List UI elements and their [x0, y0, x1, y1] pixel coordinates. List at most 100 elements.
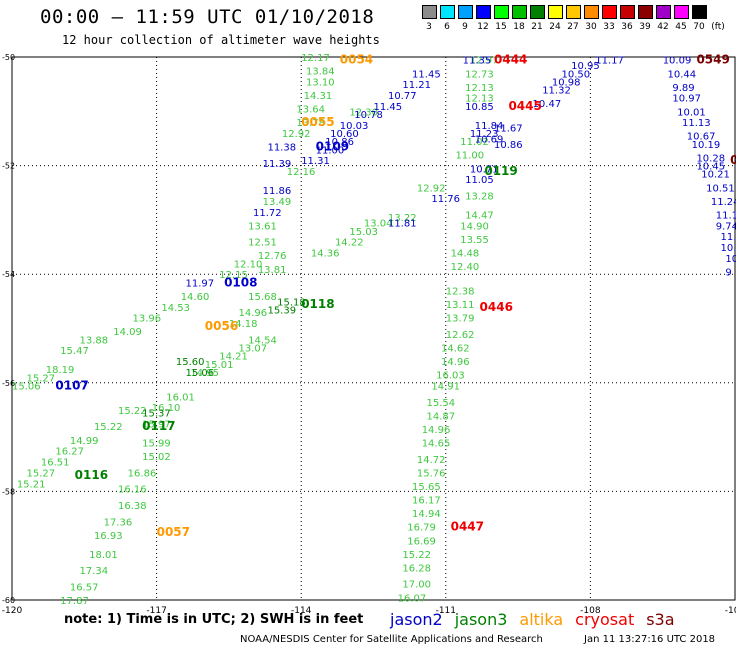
lat-tick-label: -50: [2, 53, 15, 62]
wave-height-label: 11.84: [475, 121, 504, 132]
wave-height-label: 13.28: [465, 191, 494, 202]
pass-time-label: 0444: [494, 53, 527, 67]
wave-height-label: 12.76: [258, 251, 287, 262]
wave-height-label: 17.87: [60, 596, 89, 607]
wave-height-label: 16.28: [402, 563, 431, 574]
lon-tick-label: -105: [725, 606, 740, 616]
pass-time-label: 0445: [508, 99, 541, 113]
wave-height-label: 13.81: [258, 265, 287, 276]
scale-swatch-70: [692, 5, 707, 19]
wave-height-label: 15.22: [118, 406, 147, 417]
wave-height-label: 16.79: [407, 523, 436, 534]
scale-swatch-42: [656, 5, 671, 19]
wave-height-label: 16.03: [436, 371, 465, 382]
pass-time-label: 0108: [224, 275, 257, 289]
wave-height-label: 12.38: [446, 286, 475, 297]
wave-height-label: 12.73: [465, 69, 494, 80]
scale-label-30: 30: [585, 22, 597, 32]
wave-height-label: 15.22: [94, 422, 123, 433]
wave-height-label: 12.17: [301, 53, 330, 64]
wave-height-label: 15.68: [248, 292, 277, 303]
wave-height-label: 14.54: [248, 335, 277, 346]
wave-height-label: 10.60: [330, 129, 359, 140]
scale-label-3: 3: [426, 22, 432, 32]
scale-label-18: 18: [513, 22, 525, 32]
pass-time-label: 0055: [301, 115, 334, 129]
scale-label-39: 39: [639, 22, 651, 32]
scale-label-42: 42: [657, 22, 669, 32]
wave-height-label: 12.51: [248, 238, 277, 249]
wave-height-label: 9.89: [672, 83, 694, 94]
wave-height-label: 15.06: [12, 382, 41, 393]
wave-height-label: 11.35: [463, 56, 492, 67]
wave-height-label: 11.21: [402, 80, 431, 91]
wave-height-label: 14.31: [304, 91, 333, 102]
lat-tick-label: -52: [2, 162, 15, 171]
wave-height-label: 15.76: [417, 468, 446, 479]
wave-height-label: 11.86: [263, 186, 292, 197]
wave-height-label: 10.71: [470, 164, 499, 175]
pass-time-label: 0107: [55, 379, 88, 393]
wave-height-label: 18.01: [89, 550, 118, 561]
scale-swatch-3: [422, 5, 437, 19]
scale-label-70: 70: [693, 22, 705, 32]
scale-label-21: 21: [531, 22, 543, 32]
wave-height-label: 12.40: [451, 262, 480, 273]
wave-height-label: 16.01: [166, 392, 195, 403]
wave-height-label: 14.60: [181, 292, 210, 303]
scale-swatch-39: [638, 5, 653, 19]
wave-height-label: 13.07: [239, 344, 268, 355]
wave-height-label: 15.27: [26, 468, 55, 479]
legend-cryosat: cryosat: [575, 610, 635, 629]
wave-height-label: 14.90: [460, 221, 489, 232]
wave-height-label: 13.55: [460, 235, 489, 246]
scale-label-9: 9: [462, 22, 468, 32]
lon-tick-label: -117: [146, 606, 166, 616]
wave-height-label: 10.44: [668, 69, 697, 80]
wave-height-label: 13.10: [306, 77, 335, 88]
wave-height-label: 15.99: [142, 439, 171, 450]
wave-height-label: 10.95: [571, 61, 600, 72]
wave-height-label: 11.97: [186, 278, 215, 289]
wave-height-label: 10.51: [706, 183, 735, 194]
credit-line: NOAA/NESDIS Center for Satellite Applica…: [240, 634, 543, 645]
scale-swatch-21: [530, 5, 545, 19]
scale-swatch-27: [566, 5, 581, 19]
wave-height-label: 12.13: [465, 94, 494, 105]
wave-height-label: 13.61: [248, 221, 277, 232]
scale-label-45: 45: [675, 22, 687, 32]
wave-height-label: 16.07: [398, 593, 427, 604]
scale-label-6: 6: [444, 22, 450, 32]
wave-height-label: 11.17: [595, 56, 624, 67]
right-margin: [736, 0, 740, 650]
scale-swatch-9: [458, 5, 473, 19]
wave-height-label: 14.72: [417, 455, 446, 466]
scale-label-24: 24: [549, 22, 561, 32]
wave-height-label: 13.11: [446, 300, 475, 311]
wave-height-label: 12.92: [282, 129, 311, 140]
wave-height-label: 15.01: [205, 360, 234, 371]
wave-height-label: 11.31: [301, 156, 330, 167]
wave-height-label: 16.57: [70, 582, 99, 593]
wave-height-label: 16.93: [94, 531, 123, 542]
wave-height-label: 13.22: [388, 213, 417, 224]
scale-label-36: 36: [621, 22, 633, 32]
wave-height-label: 16.10: [152, 403, 181, 414]
wave-height-label: 10.98: [552, 77, 581, 88]
wave-height-label: 10.45: [696, 162, 725, 173]
chart-subtitle: 12 hour collection of altimeter wave hei…: [62, 33, 380, 47]
wave-height-label: 12.10: [234, 259, 263, 270]
lat-tick-label: -56: [2, 379, 15, 388]
legend-jason2: jason2: [390, 610, 443, 629]
wave-height-label: 17.36: [104, 517, 133, 528]
wave-height-label: 15.97: [142, 420, 171, 431]
scale-swatch-33: [602, 5, 617, 19]
wave-height-label: 15.27: [26, 373, 55, 384]
lat-tick-label: -54: [2, 270, 15, 279]
wave-height-label: 12.62: [446, 330, 475, 341]
map-frame: [11, 56, 736, 601]
wave-height-label: 10.86: [494, 140, 523, 151]
scale-swatch-18: [512, 5, 527, 19]
wave-height-label: 11.12: [721, 232, 740, 243]
